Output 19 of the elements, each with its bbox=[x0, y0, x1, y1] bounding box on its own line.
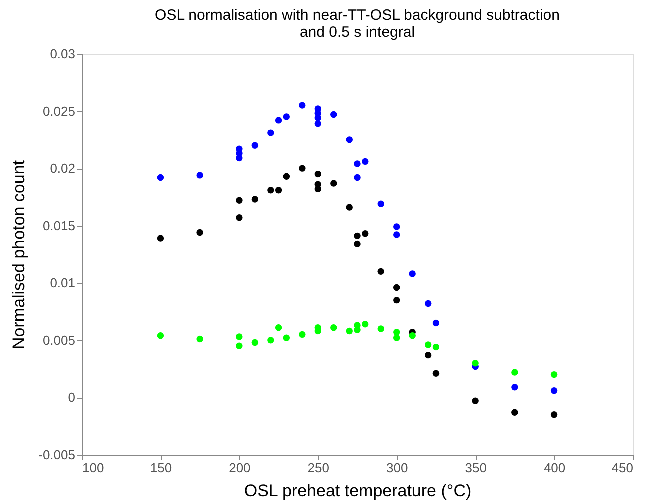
y-tick-label: 0.01 bbox=[50, 276, 76, 291]
x-tick-label: 200 bbox=[229, 460, 251, 476]
x-tick-label: 250 bbox=[308, 460, 330, 476]
y-tick-label: 0.025 bbox=[42, 104, 76, 119]
y-tick-label: 0.005 bbox=[42, 332, 76, 348]
x-tick-label: 350 bbox=[465, 460, 487, 476]
y-tick-label: 0.02 bbox=[50, 161, 76, 176]
x-tick-label: 150 bbox=[150, 460, 172, 476]
y-tick-label: 0.015 bbox=[42, 218, 76, 234]
chart-title: OSL normalisation with near-TT-OSL background subtraction and 0.5 s integral bbox=[155, 7, 560, 41]
x-tick-label: 400 bbox=[544, 460, 566, 476]
x-tick-label: 300 bbox=[386, 460, 408, 476]
x-tick-label: 450 bbox=[612, 460, 634, 476]
y-tick-label: 0 bbox=[68, 390, 76, 406]
y-tick-label: -0.005 bbox=[38, 448, 76, 462]
y-tick-label: 0.03 bbox=[50, 46, 76, 62]
x-axis-title: OSL preheat temperature (°C) bbox=[244, 482, 472, 500]
y-axis-title: Normalised photon count bbox=[10, 160, 29, 350]
x-tick-label: 100 bbox=[82, 460, 104, 476]
